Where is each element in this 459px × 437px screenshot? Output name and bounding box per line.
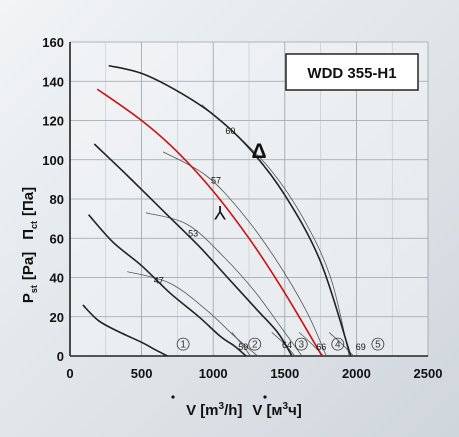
delta-connection-symbol: Δ [251, 140, 266, 163]
curve-value-label: 64 [282, 340, 292, 350]
y-axis-title: Pst[Pa]Пct[Па] [20, 187, 39, 303]
curve-number-circle [176, 337, 190, 351]
y-tick-label: 40 [50, 271, 64, 286]
fan-curve-1 [108, 64, 352, 357]
curve-value-label: 66 [316, 342, 326, 352]
curve-value-label: 53 [188, 228, 198, 238]
curve-number-circle [331, 337, 345, 351]
curve-value-label: 69 [356, 342, 366, 352]
x-tick-label: 2500 [414, 366, 443, 381]
y-tick-label: 20 [50, 310, 64, 325]
x-tick-label: 0 [66, 366, 73, 381]
x-tick-label: 1000 [199, 366, 228, 381]
curve-number-circle [248, 337, 262, 351]
y-tick-label: 60 [50, 231, 64, 246]
y-tick-label: 80 [50, 192, 64, 207]
y-tick-label: 100 [42, 153, 64, 168]
curve-number-2: 2 [248, 337, 262, 351]
star-connection-symbol: Y [213, 201, 226, 222]
fan-curve-5 [82, 304, 168, 357]
efficiency-curve-53 [145, 212, 303, 357]
x-tick-label: 500 [131, 366, 153, 381]
curve-number-1: 1 [176, 337, 190, 351]
curve-number-4: 4 [331, 337, 345, 351]
fan-curves [82, 64, 352, 357]
x-tick-label: 2000 [342, 366, 371, 381]
grid [69, 41, 429, 357]
curve-number-text: 1 [180, 340, 186, 351]
efficiency-curve-47 [127, 271, 258, 357]
curve-value-label: 57 [211, 175, 221, 185]
curve-number-3: 3 [294, 337, 308, 351]
x-tick-label: 1500 [270, 366, 299, 381]
curve-number-circle [371, 337, 385, 351]
curve-number-text: 5 [375, 340, 381, 351]
y-tick-label: 160 [42, 35, 64, 50]
curve-value-label: 60 [225, 126, 235, 136]
fan-curve-3 [93, 143, 293, 357]
efficiency-curve-59 [231, 332, 251, 357]
efficiency-curve-69 [328, 332, 354, 357]
y-tick-label: 120 [42, 114, 64, 129]
y-tick-label: 0 [57, 349, 64, 364]
y-tick-label: 140 [42, 74, 64, 89]
fan-curve-2 [96, 88, 323, 357]
tick-labels: 0 500 1000 1500 2000 250002040608010012014016… [42, 35, 442, 381]
curve-number-text: 2 [252, 340, 258, 351]
fan-curve-4 [88, 214, 247, 357]
curve-number-text: 3 [298, 340, 304, 351]
model-label: WDD 355-H1 [307, 65, 396, 82]
efficiency-curve-57 [162, 151, 327, 357]
curve-value-label: 47 [154, 275, 164, 285]
curve-number-5: 5 [371, 337, 385, 351]
curve-number-text: 4 [335, 340, 341, 351]
svg-text:V[m3/h]V[м3ч]: V [m3/h] V [м3ч] [186, 401, 302, 419]
model-box: WDD 355-H1 [285, 53, 419, 91]
curve-value-label: 59 [238, 342, 248, 352]
x-axis-title: V [m3/h] V [м3ч] [171, 395, 302, 419]
curve-labels: 60 57 53 47 59 64 66 69 1 2 3 4 5 [154, 126, 385, 352]
curve-number-circle [294, 337, 308, 351]
